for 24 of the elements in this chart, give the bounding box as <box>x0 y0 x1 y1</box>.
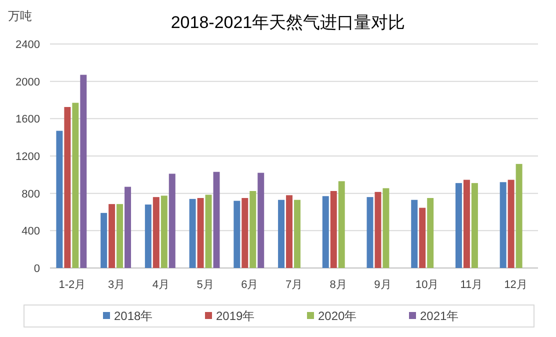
xtick: 10月 <box>415 279 439 291</box>
ytick: 1600 <box>16 114 40 126</box>
xtick: 12月 <box>504 279 528 291</box>
ytick: 800 <box>22 188 40 200</box>
title: 2018-2021年天然气进口量对比 <box>170 13 406 32</box>
ylabel: 万吨 <box>8 9 32 23</box>
xtick: 7月 <box>285 279 303 291</box>
legend-label: 2020年 <box>318 309 357 323</box>
xtick: 5月 <box>196 279 214 291</box>
xtick: 6月 <box>241 279 258 291</box>
ytick: 1200 <box>16 151 40 163</box>
ytick: 2400 <box>16 39 40 51</box>
xtick: 11月 <box>460 279 483 291</box>
ytick: 0 <box>34 263 40 275</box>
legend-label: 2019年 <box>216 309 255 323</box>
xtick: 8月 <box>330 279 347 291</box>
xtick: 9月 <box>374 279 392 291</box>
xtick: 1-2月 <box>58 279 86 291</box>
legend-label: 2018年 <box>114 309 153 323</box>
ytick: 400 <box>22 226 40 238</box>
ytick: 2000 <box>16 76 40 88</box>
legend-label: 2021年 <box>420 309 459 323</box>
xtick: 3月 <box>108 279 126 291</box>
xtick: 4月 <box>152 279 170 291</box>
